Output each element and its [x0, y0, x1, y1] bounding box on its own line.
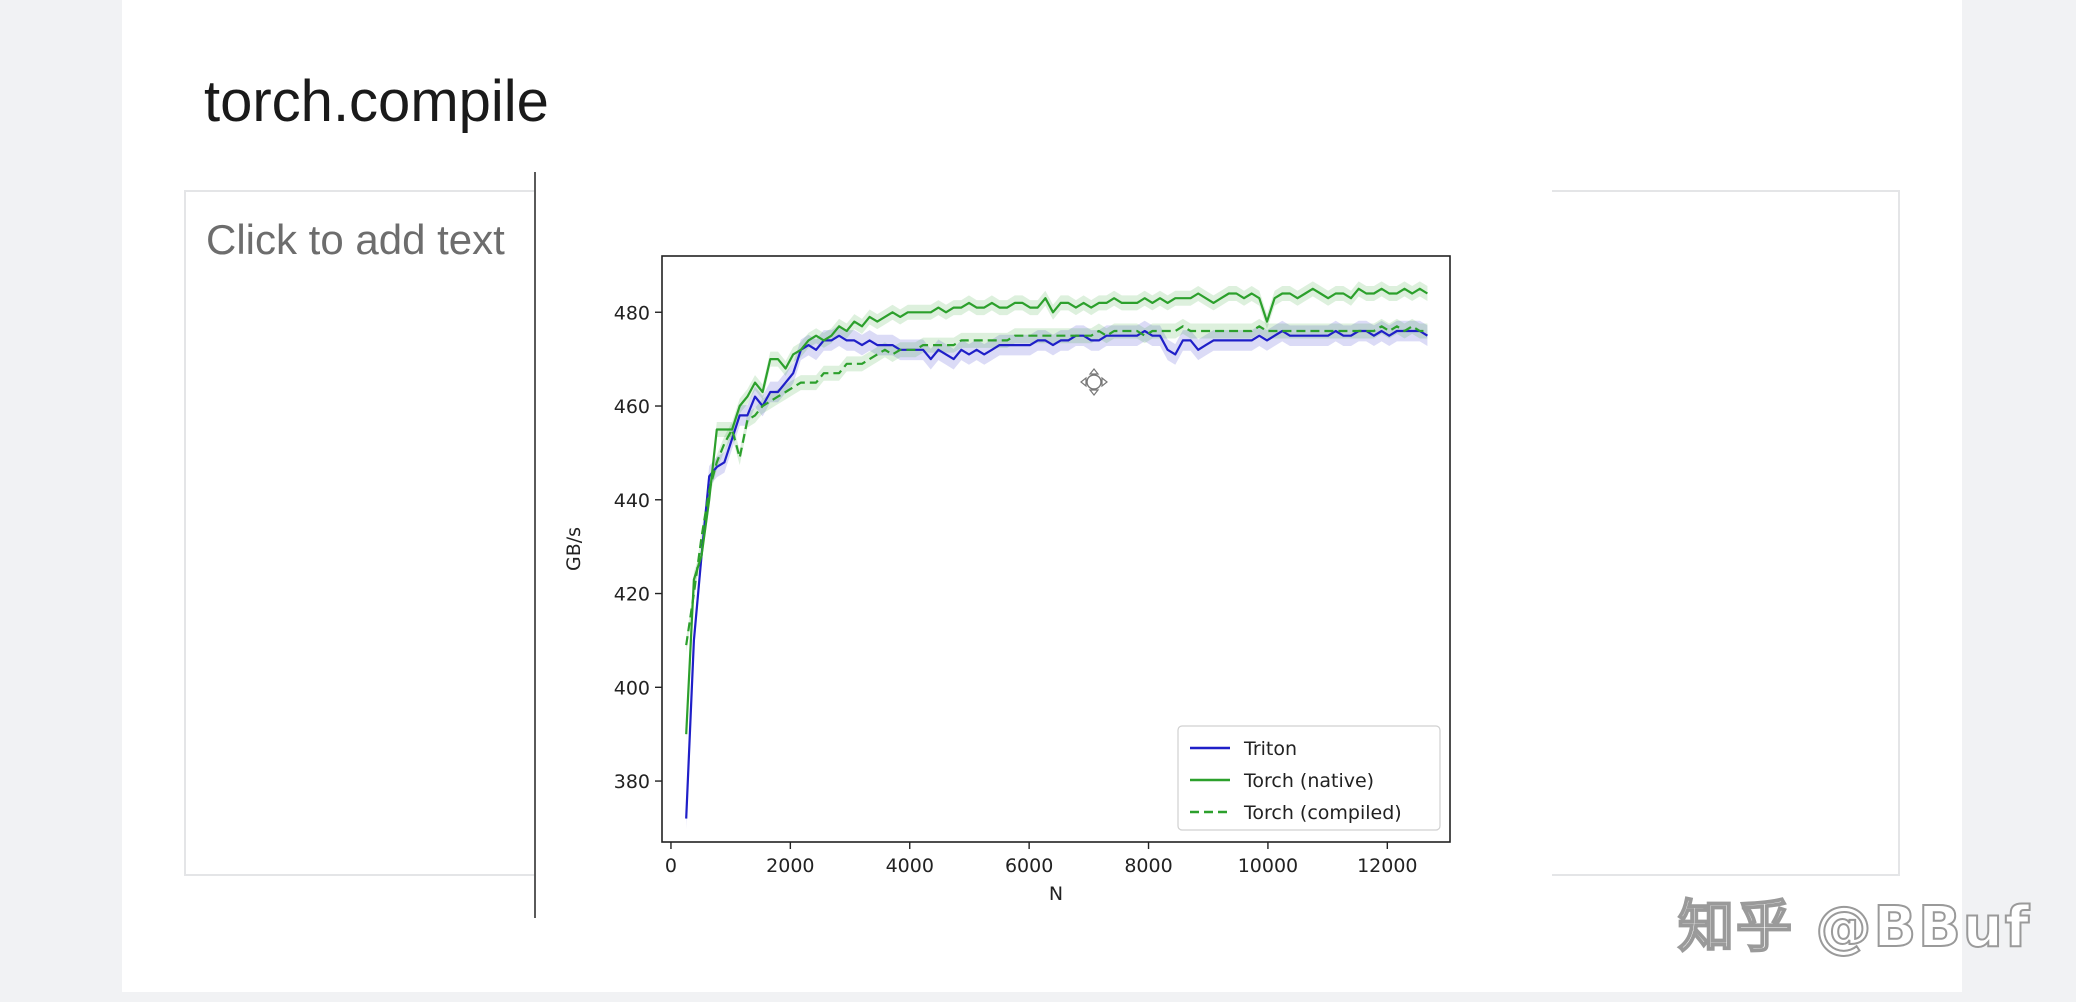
y-tick-label: 400: [614, 677, 650, 699]
legend-label: Triton: [1243, 738, 1297, 760]
x-tick-label: 2000: [766, 855, 814, 877]
placeholder-text: Click to add text: [206, 216, 505, 263]
x-tick-label: 0: [665, 855, 677, 877]
y-tick-label: 440: [614, 490, 650, 512]
chart-image[interactable]: 0 2000 4000 6000 8000 10000 12000 380 400 420 440 4…: [534, 172, 1552, 918]
watermark: 知乎 @BBuf: [1677, 894, 2032, 961]
x-tick-label: 12000: [1357, 855, 1417, 877]
image-selection-edge: [534, 172, 536, 918]
legend-label: Torch (native): [1243, 770, 1374, 792]
x-tick-label: 4000: [886, 855, 934, 877]
y-tick-label: 420: [614, 584, 650, 606]
series-line-1: [685, 287, 1428, 735]
move-cursor-icon: [1080, 368, 1108, 396]
slide: torch.compile Click to add text: [122, 0, 1962, 992]
series-line-0: [685, 329, 1428, 819]
x-axis-label: N: [1049, 883, 1063, 905]
slide-title[interactable]: torch.compile: [204, 69, 549, 134]
x-tick-label: 10000: [1238, 855, 1298, 877]
chart-svg: 0 2000 4000 6000 8000 10000 12000 380 400 420 440 4…: [563, 255, 1451, 905]
y-axis-label: GB/s: [563, 527, 585, 571]
y-tick-label: 480: [614, 302, 650, 324]
x-tick-label: 6000: [1005, 855, 1053, 877]
y-tick-label: 460: [614, 396, 650, 418]
x-tick-label: 8000: [1124, 855, 1172, 877]
line-chart: 0 2000 4000 6000 8000 10000 12000 380 400 420 440 4…: [534, 172, 1552, 923]
series-line-2: [685, 325, 1428, 646]
legend-box: [1177, 725, 1441, 831]
y-tick-label: 380: [614, 771, 650, 793]
legend-label: Torch (compiled): [1243, 802, 1402, 824]
